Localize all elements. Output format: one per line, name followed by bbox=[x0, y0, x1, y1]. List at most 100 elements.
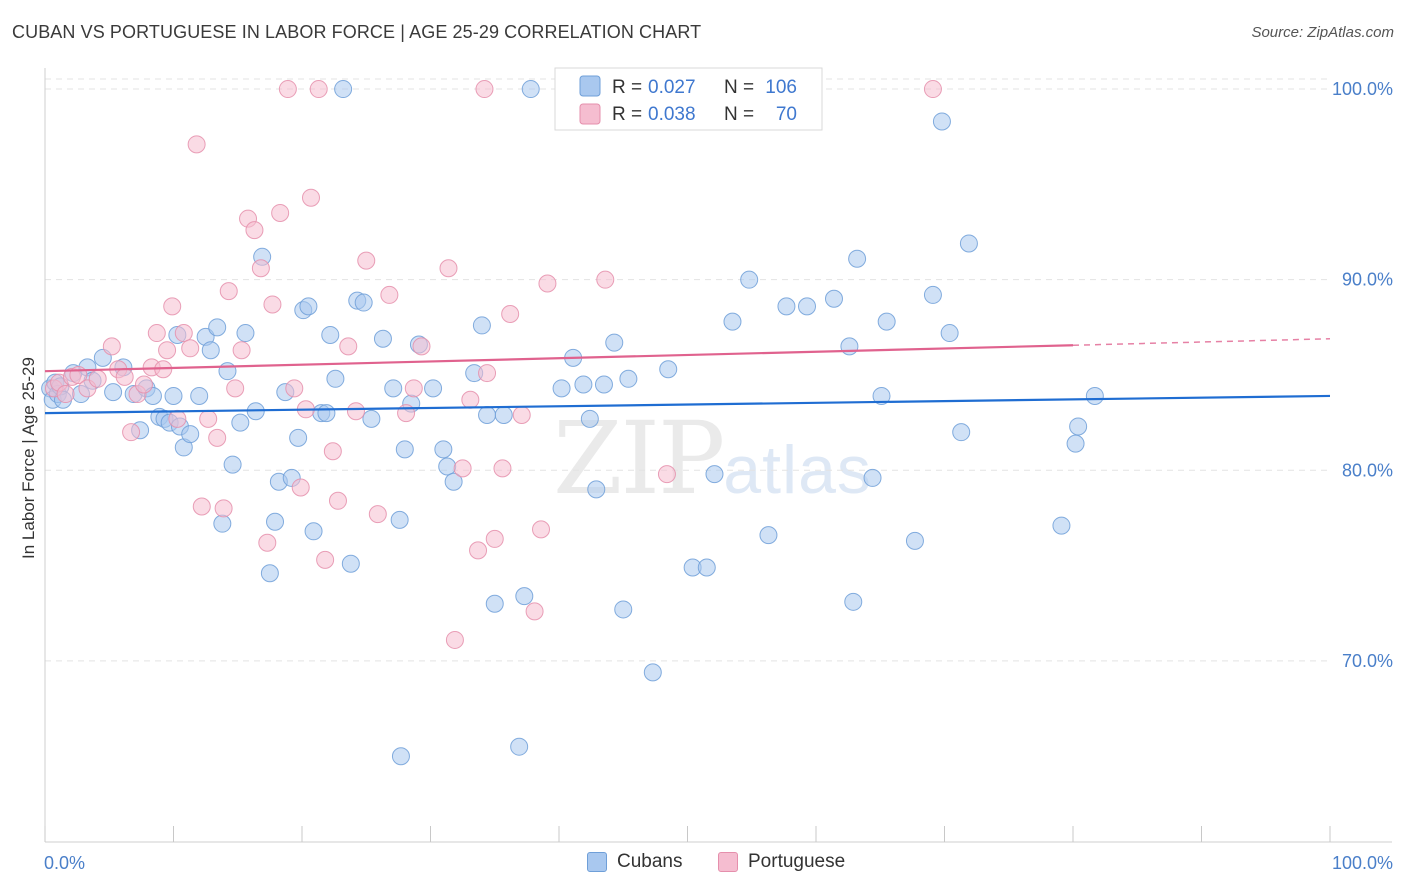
cubans-point-79 bbox=[619, 369, 638, 388]
portuguese-point-37 bbox=[291, 478, 310, 497]
cubans-point-104 bbox=[1052, 516, 1071, 535]
portuguese-point-39 bbox=[301, 188, 320, 207]
legend-n-label-cubans: N = bbox=[724, 77, 754, 98]
portuguese-point-46 bbox=[357, 251, 376, 270]
legend-label-portuguese: Portuguese bbox=[748, 851, 846, 872]
legend-r-label-cubans: R = bbox=[612, 77, 642, 98]
portuguese-point-32 bbox=[258, 533, 277, 552]
portuguese-point-59 bbox=[493, 459, 512, 478]
legend-item-cubans[interactable]: Cubans bbox=[587, 851, 683, 873]
cubans-point-30 bbox=[218, 362, 237, 381]
portuguese-points bbox=[44, 80, 942, 649]
cubans-point-87 bbox=[759, 526, 778, 545]
legend-label-cubans: Cubans bbox=[617, 851, 683, 872]
trend-line-1 bbox=[44, 344, 1074, 373]
legend-n-label-portuguese: N = bbox=[724, 104, 754, 125]
cubans-point-69 bbox=[391, 747, 410, 766]
portuguese-point-2 bbox=[56, 385, 75, 404]
x-tick-label-1: 100.0% bbox=[1332, 853, 1393, 873]
cubans-point-60 bbox=[434, 440, 453, 459]
cubans-point-108 bbox=[521, 80, 540, 99]
legend-r-value-cubans: 0.027 bbox=[648, 77, 696, 98]
trend-line-dashed-1 bbox=[1072, 338, 1331, 347]
stats-legend: R = 0.027 N = 106 R = 0.038 N = 70 bbox=[554, 67, 823, 131]
legend-swatch-portuguese bbox=[579, 103, 601, 125]
portuguese-point-23 bbox=[199, 409, 218, 428]
cubans-point-84 bbox=[705, 465, 724, 484]
cubans-point-27 bbox=[201, 341, 220, 360]
cubans-point-11 bbox=[104, 383, 123, 402]
cubans-point-81 bbox=[659, 360, 678, 379]
cubans-point-41 bbox=[289, 428, 308, 447]
cubans-point-99 bbox=[932, 112, 951, 131]
cubans-point-65 bbox=[478, 406, 497, 425]
legend-n-value-portuguese: 70 bbox=[776, 104, 797, 125]
portuguese-point-24 bbox=[208, 428, 227, 447]
cubans-point-68 bbox=[510, 737, 529, 756]
cubans-point-83 bbox=[697, 558, 716, 577]
axes-layer bbox=[44, 68, 1392, 843]
swatch-cubans bbox=[587, 852, 607, 872]
portuguese-point-35 bbox=[278, 80, 297, 99]
cubans-point-76 bbox=[594, 375, 613, 394]
portuguese-point-45 bbox=[346, 402, 365, 421]
portuguese-point-40 bbox=[309, 80, 328, 99]
cubans-point-28 bbox=[208, 318, 227, 337]
source-label: Source: ZipAtlas.com bbox=[1251, 24, 1394, 41]
portuguese-point-57 bbox=[478, 364, 497, 383]
cubans-point-36 bbox=[260, 564, 279, 583]
cubans-point-59 bbox=[424, 379, 443, 398]
cubans-point-101 bbox=[952, 423, 971, 442]
trend-line-0 bbox=[44, 394, 1331, 415]
portuguese-point-47 bbox=[368, 505, 387, 524]
portuguese-point-7 bbox=[102, 337, 121, 356]
cubans-point-55 bbox=[390, 510, 409, 529]
legend-item-portuguese[interactable]: Portuguese bbox=[718, 851, 845, 873]
portuguese-point-25 bbox=[214, 499, 233, 518]
y-tick-label-3: 100.0% bbox=[1332, 79, 1393, 99]
portuguese-point-6 bbox=[88, 369, 107, 388]
portuguese-point-33 bbox=[263, 295, 282, 314]
portuguese-point-27 bbox=[226, 379, 245, 398]
cubans-point-31 bbox=[223, 455, 242, 474]
x-tick-label-0: 0.0% bbox=[44, 853, 85, 873]
cubans-point-93 bbox=[848, 249, 867, 268]
portuguese-point-36 bbox=[285, 379, 304, 398]
bottom-legend: Cubans Portuguese bbox=[0, 851, 1406, 879]
portuguese-point-31 bbox=[251, 259, 270, 278]
portuguese-point-48 bbox=[380, 285, 399, 304]
portuguese-point-44 bbox=[339, 337, 358, 356]
portuguese-point-68 bbox=[923, 80, 942, 99]
cubans-point-67 bbox=[494, 406, 513, 425]
y-tick-label-0: 70.0% bbox=[1342, 651, 1393, 671]
cubans-point-62 bbox=[444, 472, 463, 491]
cubans-point-92 bbox=[844, 592, 863, 611]
portuguese-point-22 bbox=[192, 497, 211, 516]
cubans-point-88 bbox=[777, 297, 796, 316]
cubans-point-47 bbox=[321, 325, 340, 344]
portuguese-point-66 bbox=[657, 465, 676, 484]
portuguese-point-43 bbox=[328, 491, 347, 510]
cubans-point-64 bbox=[472, 316, 491, 335]
cubans-point-61 bbox=[438, 457, 457, 476]
legend-swatch-cubans bbox=[579, 75, 601, 97]
portuguese-point-53 bbox=[445, 630, 464, 649]
portuguese-point-63 bbox=[532, 520, 551, 539]
portuguese-point-61 bbox=[512, 406, 531, 425]
cubans-point-106 bbox=[1085, 386, 1104, 405]
cubans-point-86 bbox=[740, 270, 759, 289]
cubans-point-24 bbox=[181, 425, 200, 444]
cubans-point-105 bbox=[1066, 434, 1085, 453]
portuguese-point-12 bbox=[134, 375, 153, 394]
cubans-point-70 bbox=[515, 587, 534, 606]
portuguese-point-65 bbox=[596, 270, 615, 289]
cubans-point-102 bbox=[959, 234, 978, 253]
cubans-point-94 bbox=[863, 468, 882, 487]
cubans-point-49 bbox=[341, 554, 360, 573]
portuguese-point-55 bbox=[461, 390, 480, 409]
portuguese-point-34 bbox=[271, 203, 290, 222]
cubans-point-100 bbox=[940, 324, 959, 343]
portuguese-point-56 bbox=[469, 541, 488, 560]
portuguese-point-58 bbox=[485, 529, 504, 548]
portuguese-point-50 bbox=[404, 379, 423, 398]
